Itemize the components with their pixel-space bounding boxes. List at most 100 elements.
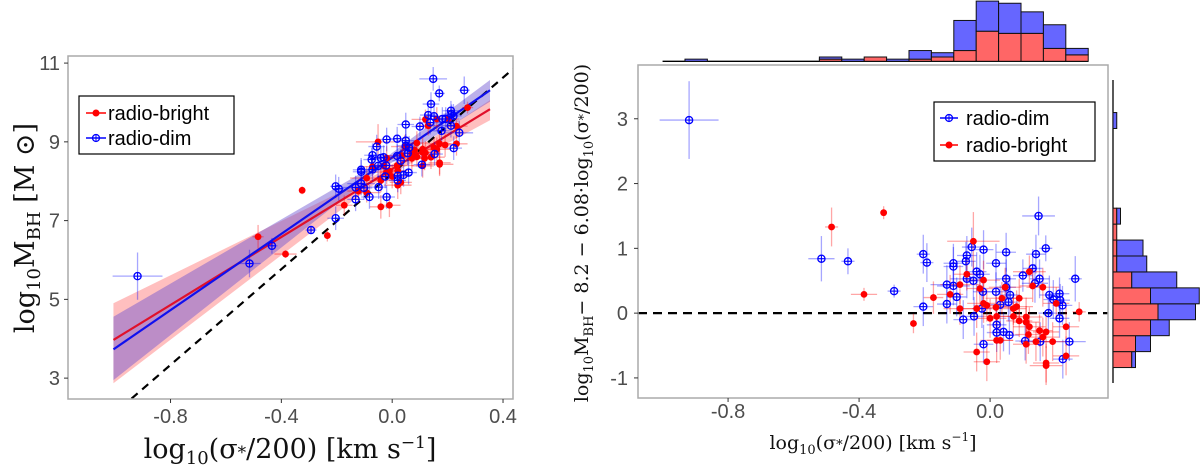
data-point-radio-bright <box>427 153 435 161</box>
data-point-radio-bright <box>1015 317 1023 325</box>
histogram-bar-radio-bright <box>1112 303 1159 321</box>
right-y-axis-title: log10MBH− 8.2 − 6.08·log10(σ*/200) <box>571 64 597 402</box>
legend-marker-radio-bright <box>86 109 106 117</box>
data-point-radio-dim <box>245 259 254 268</box>
histogram-bar-radio-bright <box>1112 255 1118 273</box>
data-point-radio-dim <box>382 192 391 202</box>
histogram-bar-radio-bright <box>1112 351 1133 369</box>
data-point-radio-bright <box>828 223 835 231</box>
data-point-radio-bright <box>930 294 937 301</box>
histogram-bar-radio-bright <box>1112 335 1136 353</box>
data-point-radio-dim <box>843 257 853 266</box>
left-y-axis-title: log10MBH [M ⊙] <box>10 123 45 333</box>
data-point-radio-dim <box>449 143 458 153</box>
histogram-bar-radio-dim <box>1116 239 1144 257</box>
histogram-bar-radio-bright <box>975 30 1000 62</box>
histogram-bar-radio-bright <box>863 56 888 62</box>
histogram-bar-radio-bright <box>1112 287 1151 305</box>
legend-marker-radio-dim <box>86 133 106 143</box>
data-point-radio-dim <box>1005 290 1015 300</box>
data-point-radio-dim <box>1058 301 1067 310</box>
data-point-radio-dim <box>392 134 402 143</box>
data-point-radio-bright <box>976 285 984 292</box>
y-tick-label: 1 <box>617 238 628 260</box>
y-tick-label: 3 <box>49 368 60 390</box>
data-point-radio-dim <box>403 149 412 158</box>
data-point-radio-bright <box>464 104 471 111</box>
data-point-radio-dim <box>952 292 961 302</box>
data-point-radio-bright <box>1025 331 1032 338</box>
data-point-radio-bright <box>983 301 991 309</box>
histogram-bar-radio-bright <box>1112 223 1118 241</box>
data-point-radio-dim <box>454 128 464 138</box>
data-point-radio-bright <box>980 276 987 284</box>
data-point-radio-bright <box>1025 268 1033 276</box>
data-point-radio-dim <box>949 262 958 271</box>
data-point-radio-bright <box>1001 283 1009 291</box>
data-point-radio-dim <box>428 74 438 84</box>
data-point-radio-dim <box>992 328 1001 337</box>
data-point-radio-dim <box>401 120 411 129</box>
data-point-radio-dim <box>435 89 444 98</box>
y-tick-label: 5 <box>49 289 60 311</box>
histogram-bar-radio-bright <box>1112 271 1133 289</box>
histogram-bar-radio-dim <box>1116 207 1121 225</box>
data-point-radio-dim <box>367 155 376 164</box>
legend-marker-radio-bright <box>940 141 958 149</box>
data-point-radio-dim <box>991 287 1001 297</box>
data-point-radio-bright <box>880 209 888 217</box>
data-point-radio-bright <box>998 294 1006 302</box>
x-tick-label: -0.4 <box>842 401 876 423</box>
histogram-bar-radio-bright <box>1112 319 1151 337</box>
x-tick-label: 0.0 <box>976 401 1004 423</box>
data-point-radio-bright <box>956 305 964 312</box>
legend-label-radio-dim: radio-dim <box>108 128 191 150</box>
histogram-bar-radio-bright <box>1065 54 1089 62</box>
histogram-bar-radio-dim <box>1157 303 1196 321</box>
left-legend-box <box>78 95 235 155</box>
data-point-radio-dim <box>437 126 446 136</box>
data-point-radio-dim <box>374 182 383 192</box>
data-point-radio-dim <box>365 192 374 202</box>
data-point-radio-bright <box>363 174 371 182</box>
data-point-radio-dim <box>975 270 985 279</box>
data-point-radio-dim <box>949 281 958 291</box>
histogram-bar-radio-bright <box>953 50 977 62</box>
data-point-radio-bright <box>860 290 868 298</box>
data-point-radio-bright <box>441 141 449 149</box>
data-point-radio-dim <box>942 299 952 309</box>
data-point-radio-dim <box>1044 308 1053 318</box>
legend-marker-radio-dim <box>940 113 958 123</box>
histogram-bar-radio-dim <box>841 58 865 62</box>
data-point-radio-dim <box>373 161 383 171</box>
data-point-radio-dim <box>429 112 439 121</box>
histogram-bar-radio-dim <box>1112 112 1118 129</box>
data-point-radio-dim <box>1070 274 1080 284</box>
data-point-radio-bright <box>298 186 306 194</box>
histogram-bar-radio-dim <box>1042 24 1067 49</box>
data-point-radio-dim <box>351 195 360 204</box>
plot-content <box>638 81 1108 386</box>
data-point-radio-dim <box>368 150 377 160</box>
data-point-radio-bright <box>1039 333 1047 341</box>
histogram-bar-radio-dim <box>1131 351 1136 369</box>
data-point-radio-bright <box>983 358 991 366</box>
data-point-radio-bright <box>436 140 443 148</box>
data-point-radio-dim <box>1035 274 1044 284</box>
data-point-radio-bright <box>973 348 981 356</box>
data-point-radio-bright <box>1042 362 1050 370</box>
data-point-radio-bright <box>340 201 348 209</box>
data-point-radio-bright <box>393 162 401 169</box>
x-tick-label: -0.4 <box>264 406 298 428</box>
data-point-radio-dim <box>967 242 976 252</box>
histogram-bar-radio-dim <box>1020 11 1044 34</box>
data-point-radio-bright <box>986 314 994 322</box>
data-point-radio-bright <box>1052 300 1060 307</box>
data-point-radio-bright <box>1032 338 1040 346</box>
data-point-radio-dim <box>351 183 360 192</box>
data-point-radio-dim <box>359 183 369 193</box>
histogram-bar-radio-dim <box>953 19 977 52</box>
data-point-radio-dim <box>992 320 1001 330</box>
data-point-radio-dim <box>133 271 142 281</box>
